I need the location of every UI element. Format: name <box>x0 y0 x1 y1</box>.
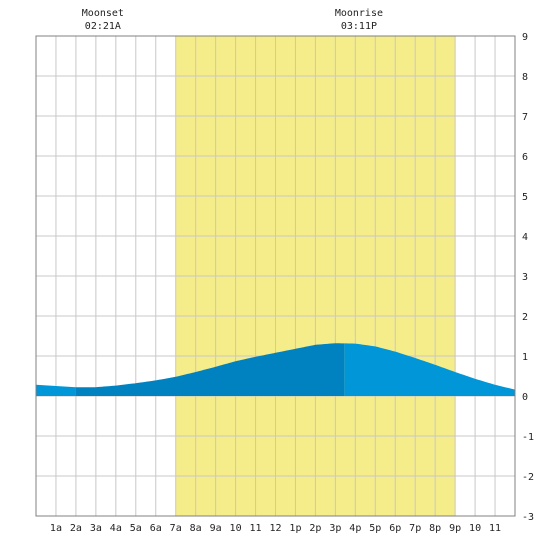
x-tick-label: 6p <box>389 523 401 534</box>
tide-fill-rising <box>75 343 345 396</box>
x-tick-label: 10 <box>230 523 242 534</box>
annotation-time: 03:11P <box>341 21 377 32</box>
x-tick-label: 11 <box>250 523 262 534</box>
y-tick-label: 7 <box>522 112 528 123</box>
x-tick-label: 7p <box>409 523 421 534</box>
y-tick-label: 3 <box>522 272 528 283</box>
y-tick-label: -3 <box>522 512 534 523</box>
x-axis-tick-labels: 1a 2a 3a 4a 5a 6a 7a 8a 9a 10 11 12 1p 2p 3p 4p 5p 6p 7p 8p… <box>50 523 501 534</box>
annotation-time: 02:21A <box>85 21 121 32</box>
y-tick-label: 9 <box>522 32 528 43</box>
x-tick-label: 4a <box>110 523 122 534</box>
x-tick-label: 1a <box>50 523 62 534</box>
y-tick-label: 6 <box>522 152 528 163</box>
x-tick-label: 8a <box>190 523 202 534</box>
y-tick-label: -1 <box>522 432 534 443</box>
x-tick-label: 3p <box>329 523 341 534</box>
x-tick-label: 9a <box>210 523 222 534</box>
y-axis-tick-labels: 9 8 7 6 5 4 3 2 1 0 -1 -2 -3 <box>522 32 534 523</box>
x-tick-label: 5p <box>369 523 381 534</box>
y-tick-label: 5 <box>522 192 528 203</box>
tide-area <box>36 343 515 396</box>
x-tick-label: 1p <box>289 523 301 534</box>
x-tick-label: 4p <box>349 523 361 534</box>
x-tick-label: 6a <box>150 523 162 534</box>
y-tick-label: 2 <box>522 312 528 323</box>
plot-frame <box>35 35 516 517</box>
moon-annotations: Moonset 02:21A Moonrise 03:11P <box>82 8 383 32</box>
x-tick-label: 9p <box>449 523 461 534</box>
x-tick-label: 5a <box>130 523 142 534</box>
y-tick-label: 0 <box>522 392 528 403</box>
x-tick-label: 3a <box>90 523 102 534</box>
tide-fill-falling <box>344 343 515 396</box>
x-tick-label: 7a <box>170 523 182 534</box>
annotation-label: Moonset <box>82 8 124 19</box>
y-tick-label: 4 <box>522 232 528 243</box>
x-tick-label: 2a <box>70 523 82 534</box>
y-tick-label: 8 <box>522 72 528 83</box>
y-tick-label: 1 <box>522 352 528 363</box>
x-tick-label: 2p <box>309 523 321 534</box>
annotation-label: Moonrise <box>335 8 383 19</box>
y-tick-label: -2 <box>522 472 534 483</box>
grid-lines <box>36 36 515 516</box>
x-tick-label: 12 <box>269 523 281 534</box>
x-tick-label: 8p <box>429 523 441 534</box>
x-tick-label: 11 <box>489 523 501 534</box>
tide-fill-falling-early <box>36 384 76 396</box>
x-tick-label: 10 <box>469 523 481 534</box>
